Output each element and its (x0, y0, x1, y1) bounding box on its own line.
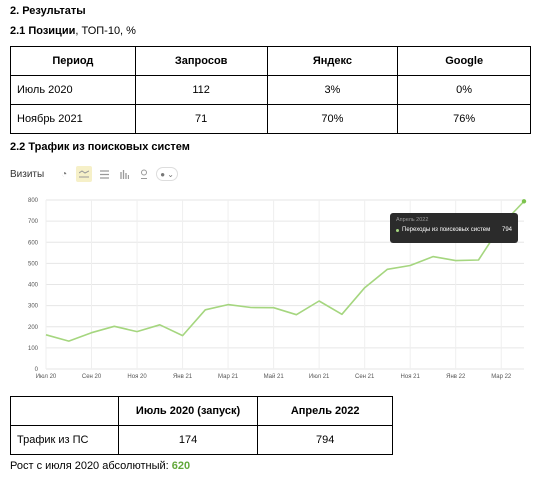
stacked-chart-icon[interactable] (96, 166, 112, 182)
bar-chart-icon[interactable] (116, 166, 132, 182)
x-tick-label: Янв 21 (173, 374, 193, 380)
table-header-row: Период Запросов Яндекс Google (10, 46, 531, 76)
col-header-yandex: Яндекс (266, 46, 399, 76)
cell-metric: Трафик из ПС (10, 425, 119, 455)
cell-period: Июль 2020 (10, 75, 136, 105)
cell-july-2020: 174 (117, 425, 259, 455)
data-point (521, 199, 527, 204)
tooltip-series: Переходы из поисковых систем (402, 227, 491, 233)
cell-google: 0% (397, 75, 531, 105)
y-tick-label: 500 (28, 261, 39, 267)
growth-summary: Рост с июля 2020 абсолютный: 620 (10, 460, 190, 472)
x-tick-label: Июл 21 (309, 374, 330, 380)
tooltip-value: 794 (501, 227, 512, 233)
cell-queries: 71 (134, 104, 268, 134)
x-tick-label: Ноя 20 (127, 374, 147, 380)
x-tick-label: Янв 22 (446, 374, 466, 380)
table-row: Ноябрь 2021 71 70% 76% (10, 104, 531, 134)
x-tick-label: Июл 20 (36, 374, 57, 380)
y-tick-label: 200 (28, 325, 39, 331)
y-tick-label: 600 (28, 240, 39, 246)
summary-table: Июль 2020 (запуск) Апрель 2022 Трафик из… (10, 396, 393, 455)
positions-title-bold: 2.1 Позиции (10, 25, 76, 37)
col-header-queries: Запросов (134, 46, 268, 76)
x-tick-label: Сен 21 (355, 374, 375, 380)
table-row: Июль 2020 112 3% 0% (10, 75, 531, 105)
cell-yandex: 3% (266, 75, 399, 105)
cell-period: Ноябрь 2021 (10, 104, 136, 134)
col-header-april-2022: Апрель 2022 (257, 396, 393, 426)
section-title: 2. Результаты (10, 5, 86, 17)
series-line (45, 200, 525, 342)
x-tick-label: Май 21 (264, 373, 285, 380)
col-header-july-2020: Июль 2020 (запуск) (117, 396, 259, 426)
y-tick-label: 400 (28, 283, 39, 289)
chevron-down-icon: ⌄ (165, 169, 174, 179)
growth-value: 620 (171, 460, 191, 472)
x-tick-label: Ноя 21 (401, 374, 421, 380)
tooltip-row: Переходы из поисковых систем 794 (396, 227, 512, 233)
comment-icon: ● (160, 169, 166, 179)
col-header-empty (10, 396, 119, 426)
tooltip-date: Апрель 2022 (396, 217, 429, 223)
pie-chart-icon[interactable]: ◔ (61, 168, 68, 180)
chart-tooltip: Апрель 2022 Переходы из поисковых систем… (390, 213, 518, 243)
series-dot-icon (396, 228, 399, 232)
col-header-period: Период (10, 46, 136, 76)
cell-yandex: 70% (266, 104, 399, 134)
chart-toolbar: Визиты ◔ ● ⌄ (10, 165, 178, 183)
line-chart-icon[interactable] (76, 166, 93, 182)
table-header-row: Июль 2020 (запуск) Апрель 2022 (10, 396, 393, 426)
positions-title: 2.1 Позиции, ТОП-10, % (10, 25, 136, 37)
positions-table: Период Запросов Яндекс Google Июль 2020 … (10, 46, 531, 134)
growth-label: Рост с июля 2020 абсолютный: (10, 460, 172, 472)
y-tick-label: 300 (28, 304, 39, 310)
y-tick-label: 0 (35, 367, 39, 373)
col-header-google: Google (397, 46, 531, 76)
chart-options-dropdown[interactable]: ● ⌄ (156, 167, 178, 181)
x-tick-label: Мар 21 (218, 374, 239, 380)
cell-april-2022: 794 (257, 425, 393, 455)
metric-label: Визиты (10, 168, 45, 180)
cell-google: 76% (397, 104, 531, 134)
cell-queries: 112 (134, 75, 268, 105)
x-tick-label: Сен 20 (82, 374, 102, 380)
y-tick-label: 800 (28, 198, 39, 204)
y-tick-label: 100 (28, 346, 39, 352)
y-tick-label: 700 (28, 219, 39, 225)
map-pin-icon[interactable] (136, 166, 152, 182)
traffic-title: 2.2 Трафик из поисковых систем (10, 141, 190, 153)
table-row: Трафик из ПС 174 794 (10, 425, 393, 455)
positions-title-rest: , ТОП-10, % (75, 25, 136, 37)
x-tick-label: Мар 22 (491, 374, 512, 380)
